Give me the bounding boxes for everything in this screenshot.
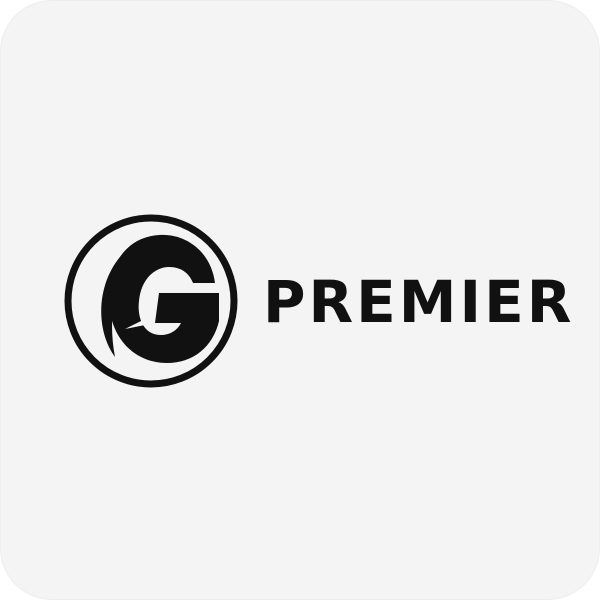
g-circle-emblem-icon xyxy=(64,214,238,388)
premier-logo-graphic: PREMIER xyxy=(64,214,571,388)
premier-logo: PREMIER xyxy=(63,211,571,391)
logo-wordmark: PREMIER xyxy=(263,268,574,336)
